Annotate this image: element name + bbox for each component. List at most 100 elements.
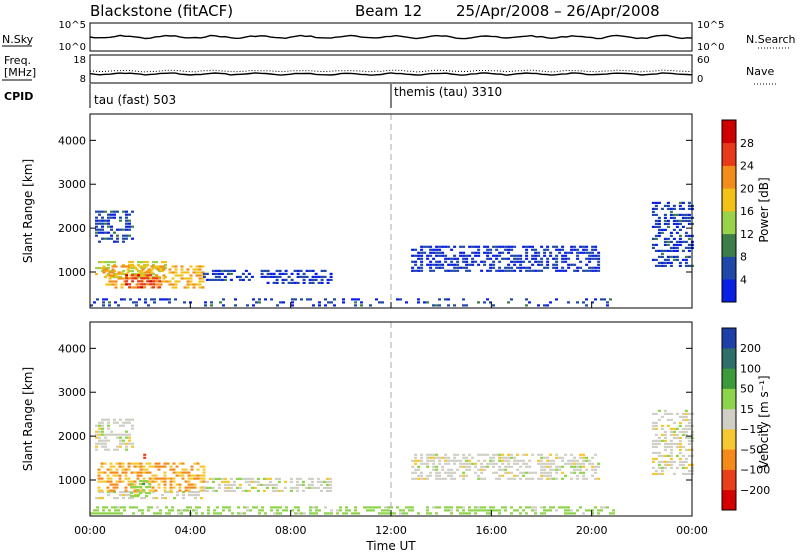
heatmap-cell — [244, 480, 248, 483]
heatmap-cell — [684, 436, 688, 439]
heatmap-cell — [681, 427, 685, 430]
heatmap-cell — [189, 277, 193, 280]
heatmap-cell — [287, 281, 291, 284]
heatmap-cell — [567, 257, 571, 260]
heatmap-cell — [131, 273, 134, 276]
heatmap-cell — [516, 266, 520, 269]
heatmap-cell — [131, 442, 134, 445]
heatmap-cell — [516, 462, 520, 465]
heatmap-cell — [198, 280, 202, 283]
heatmap-cell — [534, 254, 538, 257]
heatmap-cell — [295, 483, 299, 486]
heatmap-cell — [498, 245, 502, 248]
heatmap-cell — [546, 462, 550, 465]
heatmap-cell — [121, 468, 125, 471]
heatmap-cell — [669, 433, 673, 436]
heatmap-cell — [585, 509, 588, 512]
heatmap-cell — [666, 219, 670, 222]
heatmap-cell — [657, 442, 661, 445]
heatmap-cell — [131, 264, 134, 267]
heatmap-cell — [546, 248, 550, 251]
heatmap-cell — [591, 257, 595, 260]
heatmap-cell — [669, 246, 673, 249]
heatmap-cell — [134, 267, 137, 270]
heatmap-cell — [657, 472, 661, 475]
heatmap-cell — [354, 298, 357, 301]
heatmap-cell — [429, 263, 433, 266]
heatmap-cell — [143, 261, 146, 264]
heatmap-cell — [175, 471, 179, 474]
heatmap-cell — [123, 277, 127, 280]
heatmap-cell — [576, 269, 580, 272]
heatmap-cell — [107, 418, 110, 421]
heatmap-cell — [159, 298, 162, 301]
heatmap-cell — [223, 477, 227, 480]
heatmap-cell — [192, 268, 196, 271]
heatmap-cell — [672, 246, 676, 249]
heatmap-cell — [465, 263, 469, 266]
heatmap-cell — [597, 509, 600, 512]
heatmap-cell — [540, 245, 544, 248]
heatmap-cell — [426, 509, 429, 512]
heatmap-cell — [320, 275, 324, 278]
heatmap-cell — [146, 264, 149, 267]
heatmap-cell — [540, 263, 544, 266]
heatmap-cell — [136, 489, 140, 492]
heatmap-cell — [299, 275, 303, 278]
heatmap-cell — [113, 491, 116, 494]
heatmap-cell — [130, 483, 134, 486]
heatmap-cell — [181, 471, 185, 474]
heatmap-cell — [414, 260, 418, 263]
heatmap-cell — [540, 512, 543, 515]
heatmap-cell — [148, 477, 152, 480]
heatmap-cell — [420, 471, 424, 474]
heatmap-cell — [447, 468, 451, 471]
heatmap-cell — [164, 276, 167, 279]
heatmap-cell — [214, 275, 218, 278]
heatmap-cell — [101, 430, 104, 433]
heatmap-cell — [127, 483, 131, 486]
power-colorbar-label: Power [dB] — [757, 177, 771, 242]
heatmap-cell — [100, 465, 104, 468]
heatmap-cell — [429, 474, 433, 477]
heatmap-cell — [196, 462, 200, 465]
heatmap-cell — [549, 254, 553, 257]
heatmap-cell — [672, 237, 676, 240]
heatmap-cell — [546, 266, 550, 269]
heatmap-cell — [278, 275, 282, 278]
heatmap-cell — [113, 276, 116, 279]
heatmap-cell — [672, 427, 676, 430]
heatmap-cell — [137, 264, 140, 267]
heatmap-cell — [201, 280, 205, 283]
heatmap-cell — [163, 474, 167, 477]
heatmap-cell — [492, 456, 496, 459]
heatmap-cell — [228, 506, 231, 509]
heatmap-cell — [120, 271, 124, 274]
heatmap-cell — [495, 477, 499, 480]
heatmap-cell — [154, 489, 158, 492]
heatmap-cell — [305, 275, 309, 278]
heatmap-cell — [678, 213, 682, 216]
heatmap-cell — [657, 264, 661, 267]
heatmap-cell — [152, 277, 156, 280]
heatmap-cell — [678, 439, 682, 442]
heatmap-cell — [414, 477, 418, 480]
heatmap-cell — [354, 512, 357, 515]
heatmap-cell — [171, 277, 175, 280]
heatmap-cell — [426, 462, 430, 465]
heatmap-cell — [262, 489, 266, 492]
heatmap-cell — [480, 269, 484, 272]
heatmap-cell — [202, 486, 206, 489]
heatmap-cell — [417, 257, 421, 260]
heatmap-cell — [98, 222, 101, 225]
heatmap-cell — [133, 489, 137, 492]
nsearch-label: N.Search — [746, 33, 796, 46]
heatmap-cell — [127, 465, 131, 468]
heatmap-cell — [558, 269, 562, 272]
heatmap-cell — [150, 268, 154, 271]
heatmap-cell — [198, 274, 202, 277]
heatmap-cell — [474, 462, 478, 465]
heatmap-cell — [162, 280, 166, 283]
heatmap-cell — [107, 427, 110, 430]
heatmap-cell — [191, 494, 194, 497]
